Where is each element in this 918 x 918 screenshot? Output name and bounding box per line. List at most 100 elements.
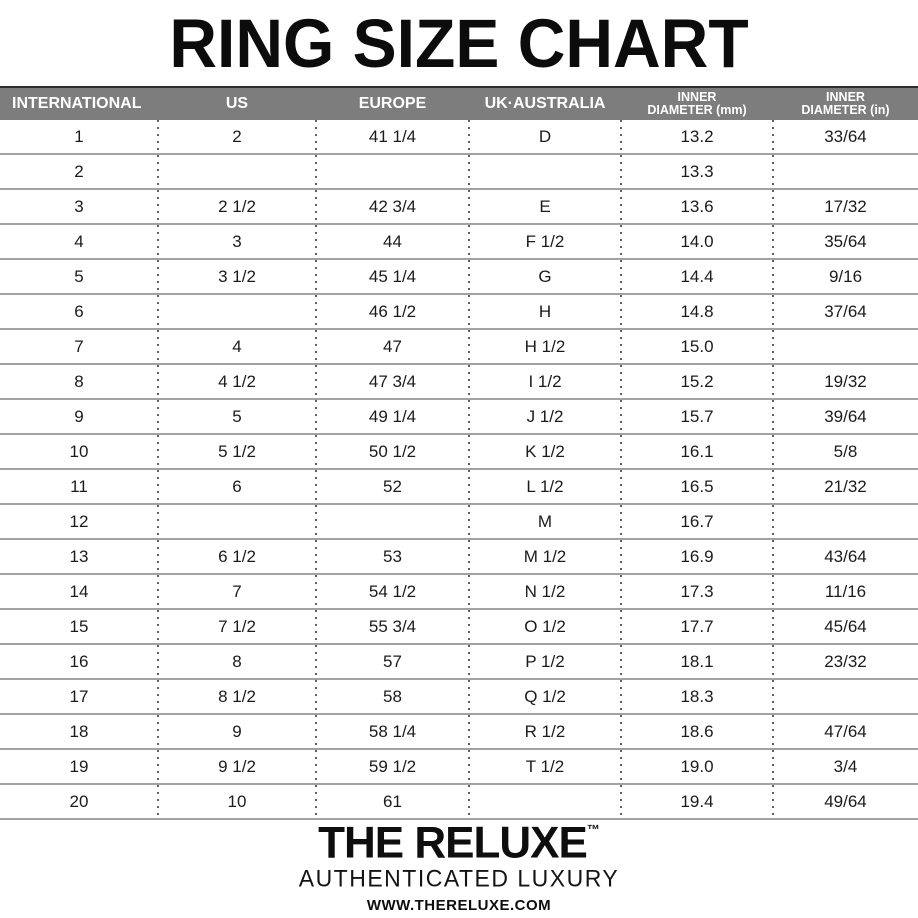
- table-cell: [315, 155, 469, 190]
- page-title: RING SIZE CHART: [169, 4, 749, 82]
- table-cell: M: [468, 505, 621, 540]
- table-cell: 58: [315, 680, 469, 715]
- table-cell: 5: [157, 400, 316, 435]
- table-row: 13 6 1/2 53 M 1/2 16.9 43/64: [0, 540, 918, 575]
- table-cell: 15.7: [620, 400, 773, 435]
- table-cell: H 1/2: [468, 330, 621, 365]
- table-cell: I 1/2: [468, 365, 621, 400]
- table-row: 1 2 41 1/4 D 13.2 33/64: [0, 120, 918, 155]
- table-cell: 15.0: [620, 330, 773, 365]
- table-cell: 13: [69, 546, 89, 566]
- table-cell: 44: [315, 225, 469, 260]
- table-cell: 3 1/2: [157, 260, 316, 295]
- table-header-row: INTERNATIONAL US EUROPE UK·AUSTRALIA INNER D…: [0, 86, 918, 120]
- table-cell: 42 3/4: [315, 190, 469, 225]
- table-cell: P 1/2: [468, 645, 621, 680]
- brand-website: WWW.THERELUXE.COM: [366, 897, 552, 914]
- table-cell: [157, 505, 316, 540]
- table-cell: 17.3: [620, 575, 773, 610]
- table-row: 3 2 1/2 42 3/4 E 13.6 17/32: [0, 190, 918, 225]
- table-cell: [157, 155, 316, 190]
- table-cell: 61: [315, 785, 469, 820]
- table-cell: 37/64: [772, 295, 918, 330]
- table-cell: 19.4: [620, 785, 773, 820]
- table-cell: 16.9: [620, 540, 773, 575]
- table-cell: 9 1/2: [157, 750, 316, 785]
- table-cell: 4: [157, 330, 316, 365]
- table-cell: 2 1/2: [157, 190, 316, 225]
- table-cell: 23/32: [772, 645, 918, 680]
- table-cell: 14.0: [620, 225, 773, 260]
- table-row: 19 9 1/2 59 1/2 T 1/2 19.0 3/4: [0, 750, 918, 785]
- table-cell: 3/4: [772, 750, 918, 785]
- table-cell: D: [468, 120, 621, 155]
- column-header: EUROPE: [358, 94, 427, 112]
- table-cell: 50 1/2: [315, 435, 469, 470]
- table-body: 1 2 41 1/4 D 13.2 33/64 2 13.3 3 2 1/2 42 3/4 E 13.6…: [0, 120, 918, 820]
- table-cell: 45/64: [772, 610, 918, 645]
- table-cell: 47 3/4: [315, 365, 469, 400]
- ring-size-table: INTERNATIONAL US EUROPE UK·AUSTRALIA INNER D…: [0, 86, 918, 820]
- table-cell: [772, 330, 918, 365]
- table-cell: L 1/2: [468, 470, 621, 505]
- table-cell: 17/32: [772, 190, 918, 225]
- table-cell: 41 1/4: [315, 120, 469, 155]
- table-cell: O 1/2: [468, 610, 621, 645]
- table-row: 7 4 47 H 1/2 15.0: [0, 330, 918, 365]
- table-cell: 21/32: [772, 470, 918, 505]
- table-cell: 49/64: [772, 785, 918, 820]
- table-cell: 18: [69, 721, 89, 741]
- table-row: 16 8 57 P 1/2 18.1 23/32: [0, 645, 918, 680]
- table-cell: 15: [69, 616, 89, 636]
- table-cell: [468, 155, 621, 190]
- table-cell: 4: [74, 231, 84, 251]
- table-cell: T 1/2: [468, 750, 621, 785]
- table-cell: K 1/2: [468, 435, 621, 470]
- column-header: INTERNATIONAL: [12, 94, 142, 112]
- table-cell: 18.1: [620, 645, 773, 680]
- table-cell: [468, 785, 621, 820]
- table-cell: 54 1/2: [315, 575, 469, 610]
- table-cell: 53: [315, 540, 469, 575]
- table-row: 4 3 44 F 1/2 14.0 35/64: [0, 225, 918, 260]
- table-cell: 19: [69, 756, 89, 776]
- table-cell: 45 1/4: [315, 260, 469, 295]
- table-cell: 19.0: [620, 750, 773, 785]
- table-row: 11 6 52 L 1/2 16.5 21/32: [0, 470, 918, 505]
- table-cell: M 1/2: [468, 540, 621, 575]
- table-row: 9 5 49 1/4 J 1/2 15.7 39/64: [0, 400, 918, 435]
- table-cell: 11: [70, 476, 88, 496]
- table-cell: R 1/2: [468, 715, 621, 750]
- table-cell: 13.6: [620, 190, 773, 225]
- table-cell: 57: [315, 645, 469, 680]
- table-cell: 7 1/2: [157, 610, 316, 645]
- column-header: US: [225, 94, 249, 112]
- table-cell: 46 1/2: [315, 295, 469, 330]
- trademark-symbol: ™: [586, 821, 600, 837]
- brand-tagline: AUTHENTICATED LUXURY: [298, 864, 620, 892]
- table-cell: 2: [157, 120, 316, 155]
- table-cell: 12: [69, 511, 89, 531]
- table-row: 14 7 54 1/2 N 1/2 17.3 11/16: [0, 575, 918, 610]
- table-row: 8 4 1/2 47 3/4 I 1/2 15.2 19/32: [0, 365, 918, 400]
- table-cell: 9: [74, 406, 84, 426]
- table-cell: 16.7: [620, 505, 773, 540]
- table-cell: 13.3: [620, 155, 773, 190]
- brand-name: THE RELUXE: [318, 817, 588, 868]
- table-cell: 17.7: [620, 610, 773, 645]
- table-cell: 6: [74, 301, 84, 321]
- table-cell: 19/32: [772, 365, 918, 400]
- table-cell: [772, 680, 918, 715]
- table-cell: 11/16: [772, 575, 918, 610]
- table-cell: 58 1/4: [315, 715, 469, 750]
- table-cell: 59 1/2: [315, 750, 469, 785]
- table-cell: 4 1/2: [157, 365, 316, 400]
- table-cell: 47: [315, 330, 469, 365]
- table-cell: H: [468, 295, 621, 330]
- table-cell: [772, 505, 918, 540]
- table-cell: 5: [74, 266, 84, 286]
- table-row: 5 3 1/2 45 1/4 G 14.4 9/16: [0, 260, 918, 295]
- table-cell: 3: [74, 196, 84, 216]
- brand-footer: THE RELUXE™ AUTHENTICATED LUXURY WWW.THE…: [0, 820, 918, 918]
- table-cell: 17: [69, 686, 89, 706]
